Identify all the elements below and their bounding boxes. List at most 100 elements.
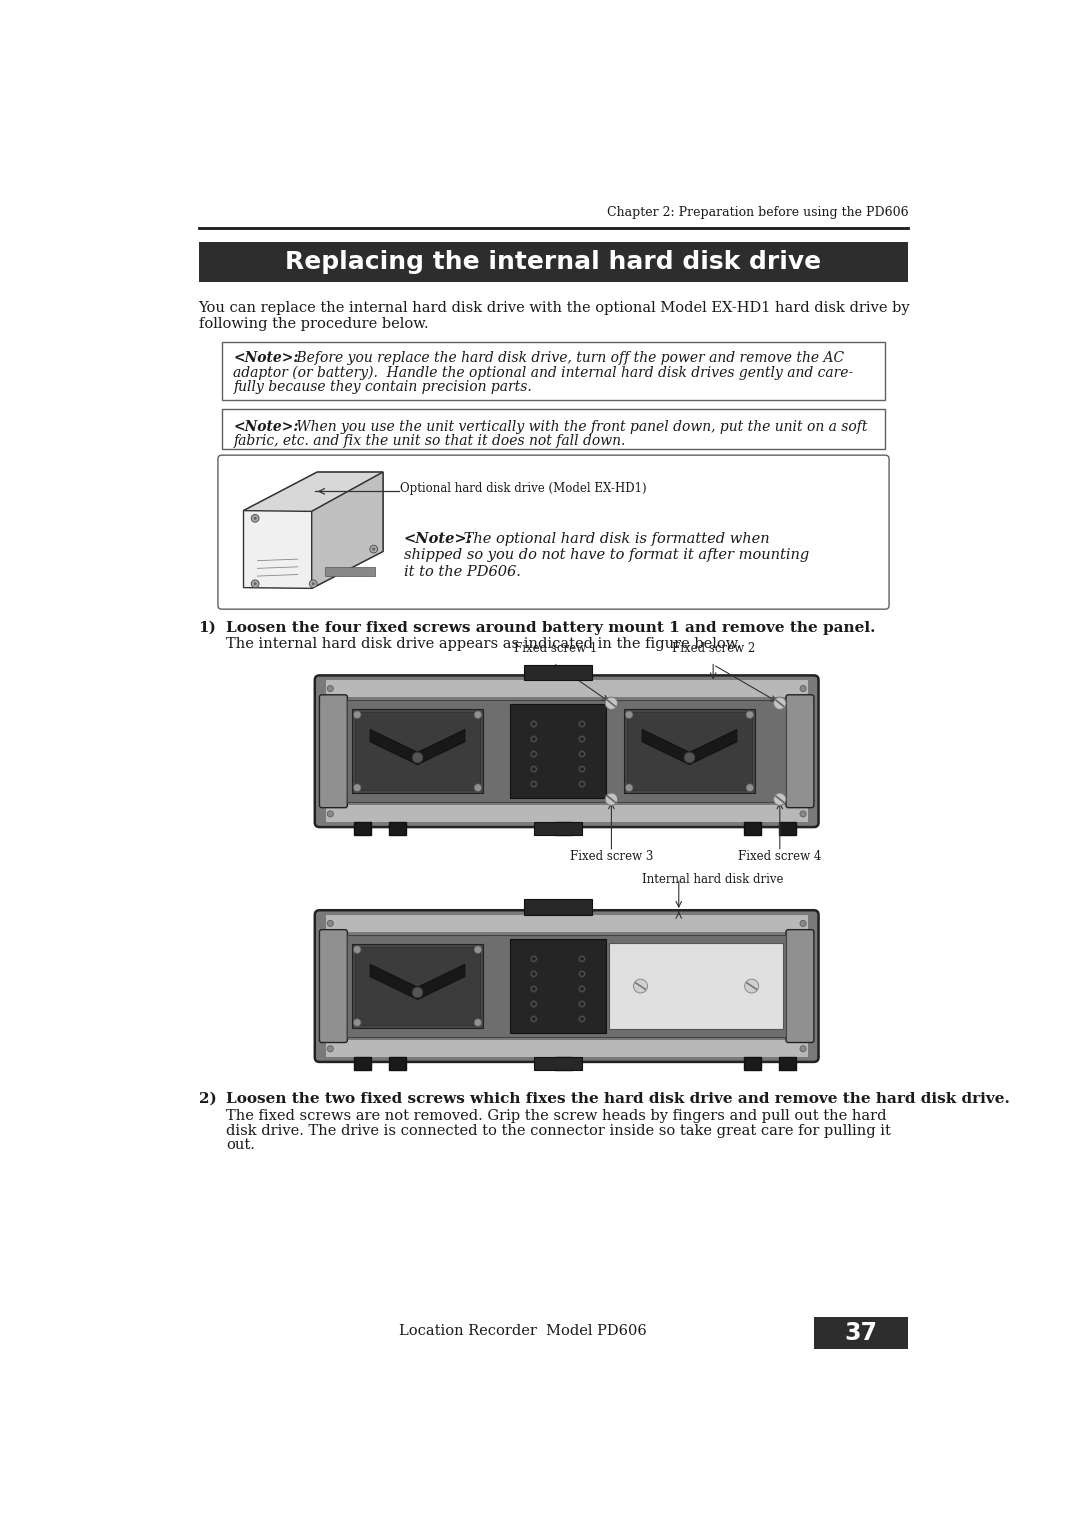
Circle shape (580, 736, 584, 741)
Polygon shape (643, 729, 737, 764)
Circle shape (531, 972, 536, 976)
Circle shape (531, 752, 536, 756)
Bar (354, 822, 372, 834)
Bar (555, 1057, 572, 1070)
Circle shape (746, 711, 754, 718)
Circle shape (353, 1019, 361, 1027)
Circle shape (800, 920, 806, 926)
Circle shape (773, 697, 786, 709)
Circle shape (579, 750, 585, 758)
Circle shape (625, 784, 633, 792)
Circle shape (580, 752, 584, 756)
Bar (779, 1057, 796, 1070)
Circle shape (531, 957, 536, 961)
Circle shape (579, 1001, 585, 1007)
Bar (510, 940, 606, 1033)
Circle shape (254, 516, 257, 520)
FancyBboxPatch shape (786, 695, 814, 808)
Circle shape (530, 750, 537, 758)
Text: fabric, etc. and fix the unit so that it does not fall down.: fabric, etc. and fix the unit so that it… (233, 434, 625, 448)
FancyBboxPatch shape (314, 675, 819, 827)
Bar (199, 241, 908, 283)
Circle shape (579, 986, 585, 992)
Circle shape (413, 752, 423, 762)
Bar (626, 712, 752, 790)
Circle shape (531, 1018, 536, 1021)
Text: Optional hard disk drive (Model EX-HD1): Optional hard disk drive (Model EX-HD1) (400, 481, 647, 495)
Bar (221, 342, 886, 400)
Bar (623, 709, 755, 793)
Bar (326, 915, 808, 932)
Circle shape (605, 793, 618, 805)
Circle shape (800, 1045, 806, 1051)
Text: The optional hard disk is formatted when: The optional hard disk is formatted when (459, 532, 770, 545)
Circle shape (530, 721, 537, 727)
Circle shape (579, 721, 585, 727)
Text: Fixed screw 2: Fixed screw 2 (672, 642, 755, 656)
Circle shape (327, 686, 334, 692)
Circle shape (625, 711, 633, 718)
Polygon shape (243, 472, 383, 512)
Bar (326, 1041, 808, 1057)
Circle shape (580, 1002, 584, 1005)
Polygon shape (370, 729, 464, 764)
Text: Fixed screw 1: Fixed screw 1 (514, 642, 597, 656)
Text: following the procedure below.: following the procedure below. (199, 316, 428, 330)
Circle shape (580, 767, 584, 772)
Bar (555, 822, 572, 834)
Text: Before you replace the hard disk drive, turn off the power and remove the AC: Before you replace the hard disk drive, … (292, 351, 843, 365)
Circle shape (580, 972, 584, 976)
Bar (524, 900, 592, 915)
Bar (744, 822, 761, 834)
Circle shape (684, 752, 694, 762)
Circle shape (580, 1018, 584, 1021)
Circle shape (746, 784, 754, 792)
Text: Chapter 2: Preparation before using the PD606: Chapter 2: Preparation before using the … (607, 206, 908, 219)
Circle shape (580, 723, 584, 726)
Circle shape (579, 735, 585, 743)
Circle shape (530, 1001, 537, 1007)
Text: Internal hard disk drive: Internal hard disk drive (642, 872, 783, 886)
Bar (352, 709, 484, 793)
Text: Fixed screw 3: Fixed screw 3 (570, 850, 653, 863)
Text: The internal hard disk drive appears as indicated in the figure below.: The internal hard disk drive appears as … (227, 637, 742, 651)
Bar (814, 1317, 908, 1349)
Circle shape (369, 545, 378, 553)
Circle shape (580, 987, 584, 990)
Text: adaptor (or battery).  Handle the optional and internal hard disk drives gently : adaptor (or battery). Handle the optiona… (233, 365, 853, 380)
Bar (609, 943, 783, 1028)
Circle shape (531, 1002, 536, 1005)
Bar (325, 567, 375, 576)
Text: Replacing the internal hard disk drive: Replacing the internal hard disk drive (285, 251, 822, 274)
Circle shape (353, 784, 361, 792)
FancyBboxPatch shape (786, 929, 814, 1042)
Polygon shape (243, 472, 383, 588)
Circle shape (531, 987, 536, 990)
Text: <Note>:: <Note>: (404, 532, 473, 545)
Bar (389, 1057, 406, 1070)
Bar (779, 822, 796, 834)
Circle shape (530, 1016, 537, 1022)
Text: When you use the unit vertically with the front panel down, put the unit on a so: When you use the unit vertically with th… (292, 420, 867, 434)
Bar (524, 665, 592, 680)
Bar (348, 935, 786, 1038)
Circle shape (327, 811, 334, 817)
Circle shape (474, 784, 482, 792)
Text: Location Recorder  Model PD606: Location Recorder Model PD606 (399, 1323, 646, 1337)
Text: 1): 1) (199, 620, 216, 634)
Bar (355, 947, 481, 1025)
Circle shape (531, 736, 536, 741)
Text: it to the PD606.: it to the PD606. (404, 564, 521, 579)
Circle shape (530, 766, 537, 773)
Circle shape (579, 955, 585, 963)
Text: <Note>:: <Note>: (233, 351, 299, 365)
Bar (221, 410, 886, 449)
FancyBboxPatch shape (320, 695, 348, 808)
Text: shipped so you do not have to format it after mounting: shipped so you do not have to format it … (404, 549, 809, 562)
Circle shape (530, 735, 537, 743)
Circle shape (373, 547, 375, 550)
Bar (326, 805, 808, 822)
Circle shape (327, 920, 334, 926)
Text: <Note>:: <Note>: (233, 420, 299, 434)
Bar (352, 944, 484, 1028)
